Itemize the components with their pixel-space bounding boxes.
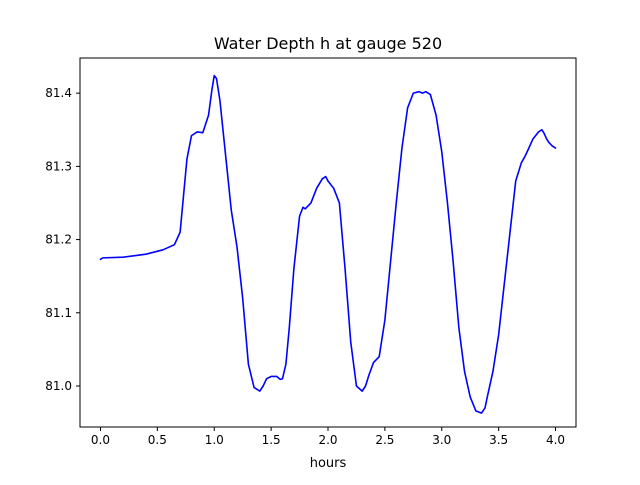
y-axis-ticks: 81.0 81.1 81.2 81.3 81.4 [45, 86, 80, 393]
x-tick-label: 2.5 [375, 433, 394, 447]
x-tick-label: 1.0 [205, 433, 224, 447]
x-tick-label: 3.0 [432, 433, 451, 447]
y-tick-label: 81.3 [45, 159, 72, 173]
x-axis-label: hours [310, 456, 347, 471]
y-tick-label: 81.1 [45, 306, 72, 320]
axes-frame [79, 57, 577, 428]
x-tick-label: 3.5 [489, 433, 508, 447]
series-line-0 [99, 74, 557, 414]
x-tick-label: 0.5 [148, 433, 167, 447]
y-tick-label: 81.2 [45, 233, 72, 247]
chart-title: Water Depth h at gauge 520 [214, 34, 442, 53]
x-tick-label: 2.0 [318, 433, 337, 447]
x-tick-label: 0.0 [91, 433, 110, 447]
x-axis-ticks: 0.0 0.5 1.0 1.5 2.0 2.5 3.0 3.5 4.0 [91, 427, 565, 447]
plot-area [99, 74, 557, 414]
x-tick-label: 1.5 [262, 433, 281, 447]
x-tick-label: 4.0 [546, 433, 565, 447]
y-tick-label: 81.0 [45, 379, 72, 393]
y-tick-label: 81.4 [45, 86, 72, 100]
